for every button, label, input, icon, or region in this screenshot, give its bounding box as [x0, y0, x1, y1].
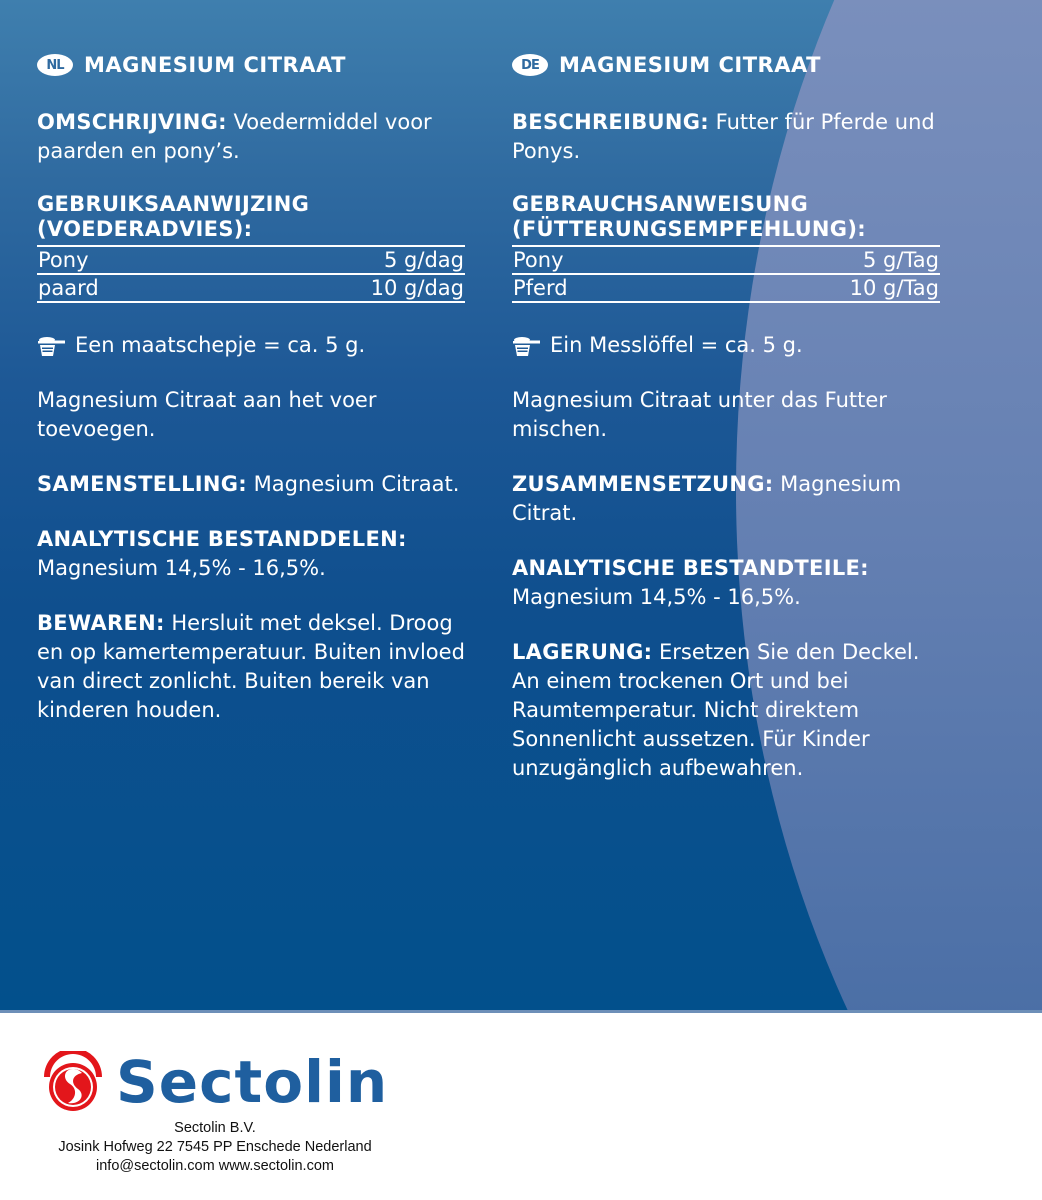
company-name: Sectolin B.V.	[174, 1120, 256, 1136]
nl-dosage-heading-line2: (VOEDERADVIES):	[37, 217, 253, 241]
de-header: DE MAGNESIUM CITRAAT	[512, 50, 942, 80]
nl-dosage-heading: GEBRUIKSAANWIJZING (VOEDERADVIES):	[37, 192, 467, 242]
nl-product-title: MAGNESIUM CITRAAT	[84, 53, 346, 77]
de-usage: Magnesium Citraat unter das Futter misch…	[512, 388, 887, 441]
nl-scoop-info: Een maatschepje = ca. 5 g.	[37, 331, 467, 360]
de-composition-label: ZUSAMMENSETZUNG:	[512, 472, 774, 496]
brand-name: Sectolin	[116, 1048, 389, 1116]
de-storage: LAGERUNG: Ersetzen Sie den Deckel. An ei…	[512, 638, 942, 783]
nl-storage-label: BEWAREN:	[37, 611, 165, 635]
sectolin-logo-icon	[44, 1051, 102, 1111]
decorative-arc	[736, 0, 1042, 1013]
dosage-animal: Pferd	[513, 276, 568, 300]
de-language-badge-icon: DE	[512, 54, 548, 76]
company-footer: Sectolin Sectolin B.V. Josink Hofweg 22 …	[0, 1013, 1042, 1200]
contact-info: info@sectolin.com www.sectolin.com	[96, 1158, 334, 1174]
de-composition-text: Magnesium Citrat.	[512, 472, 902, 525]
nl-analytical: ANALYTISCHE BESTANDDELEN: Magnesium 14,5…	[37, 525, 467, 583]
nl-dosage-heading-line1: GEBRUIKSAANWIJZING	[37, 192, 310, 216]
table-row: Pferd 10 g/Tag	[512, 275, 940, 303]
product-info-panel: NL MAGNESIUM CITRAAT OMSCHRIJVING: Voede…	[0, 0, 1042, 1013]
dosage-animal: Pony	[38, 248, 89, 272]
nl-usage: Magnesium Citraat aan het voer toevoegen…	[37, 388, 377, 441]
nl-analytical-label: ANALYTISCHE BESTANDDELEN:	[37, 527, 407, 551]
de-storage-text: Ersetzen Sie den Deckel. An einem trocke…	[512, 640, 920, 780]
de-scoop-info: Ein Messlöffel = ca. 5 g.	[512, 331, 942, 360]
de-analytical-text: Magnesium 14,5% - 16,5%.	[512, 585, 801, 609]
nl-composition-label: SAMENSTELLING:	[37, 472, 247, 496]
nl-storage-text: Hersluit met deksel. Droog en op kamerte…	[37, 611, 465, 722]
dosage-animal: paard	[38, 276, 99, 300]
dosage-amount: 10 g/Tag	[849, 276, 939, 300]
dosage-animal: Pony	[513, 248, 564, 272]
de-scoop-text: Ein Messlöffel = ca. 5 g.	[550, 333, 803, 357]
de-dosage-table: Pony 5 g/Tag Pferd 10 g/Tag	[512, 245, 940, 303]
de-description: BESCHREIBUNG: Futter für Pferde und Pony…	[512, 108, 942, 166]
de-column: DE MAGNESIUM CITRAAT BESCHREIBUNG: Futte…	[512, 50, 942, 809]
measuring-scoop-icon	[38, 336, 65, 356]
nl-composition-text: Magnesium Citraat.	[246, 472, 460, 496]
nl-column: NL MAGNESIUM CITRAAT OMSCHRIJVING: Voede…	[37, 50, 467, 751]
de-composition: ZUSAMMENSETZUNG: Magnesium Citrat.	[512, 470, 942, 528]
de-product-title: MAGNESIUM CITRAAT	[559, 53, 821, 77]
de-analytical-label: ANALYTISCHE BESTANDTEILE:	[512, 556, 869, 580]
de-dosage-heading: GEBRAUCHSANWEISUNG (FÜTTERUNGSEMPFEHLUNG…	[512, 192, 942, 242]
street-address: Josink Hofweg 22 7545 PP Enschede Nederl…	[58, 1139, 372, 1155]
de-description-label: BESCHREIBUNG:	[512, 110, 709, 134]
de-analytical: ANALYTISCHE BESTANDTEILE: Magnesium 14,5…	[512, 554, 942, 612]
nl-storage: BEWAREN: Hersluit met deksel. Droog en o…	[37, 609, 467, 725]
nl-description: OMSCHRIJVING: Voedermiddel voor paarden …	[37, 108, 467, 166]
de-description-text: Futter für Pferde und Ponys.	[512, 110, 935, 163]
company-address: Sectolin B.V. Josink Hofweg 22 7545 PP E…	[40, 1119, 390, 1176]
de-storage-label: LAGERUNG:	[512, 640, 653, 664]
nl-dosage-table: Pony 5 g/dag paard 10 g/dag	[37, 245, 465, 303]
table-row: Pony 5 g/dag	[37, 247, 465, 275]
dosage-amount: 10 g/dag	[370, 276, 464, 300]
nl-description-text: Voedermiddel voor paarden en pony’s.	[37, 110, 432, 163]
nl-scoop-text: Een maatschepje = ca. 5 g.	[75, 333, 366, 357]
nl-description-label: OMSCHRIJVING:	[37, 110, 227, 134]
measuring-scoop-icon	[513, 336, 540, 356]
table-row: paard 10 g/dag	[37, 275, 465, 303]
nl-language-badge-icon: NL	[37, 54, 73, 76]
nl-header: NL MAGNESIUM CITRAAT	[37, 50, 467, 80]
nl-analytical-text: Magnesium 14,5% - 16,5%.	[37, 556, 326, 580]
dosage-amount: 5 g/dag	[384, 248, 464, 272]
de-dosage-heading-line1: GEBRAUCHSANWEISUNG	[512, 192, 809, 216]
de-dosage-heading-line2: (FÜTTERUNGSEMPFEHLUNG):	[512, 217, 866, 241]
table-row: Pony 5 g/Tag	[512, 247, 940, 275]
brand-logo: Sectolin	[40, 1048, 388, 1116]
nl-composition: SAMENSTELLING: Magnesium Citraat.	[37, 470, 467, 499]
dosage-amount: 5 g/Tag	[863, 248, 939, 272]
panel-divider	[0, 1010, 1042, 1013]
